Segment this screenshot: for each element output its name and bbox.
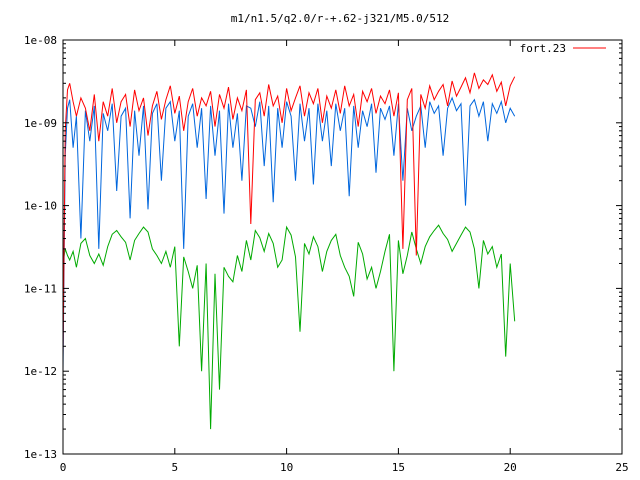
x-tick-label: 25 (615, 461, 628, 474)
y-tick-label: 1e-13 (24, 448, 57, 461)
y-tick-label: 1e-11 (24, 282, 57, 295)
x-tick-label: 10 (280, 461, 293, 474)
x-tick-label: 5 (171, 461, 178, 474)
plot-border (62, 39, 623, 455)
y-tick-label: 1e-12 (24, 365, 57, 378)
legend-label: fort.23 (520, 42, 566, 55)
series-line-3 (62, 224, 516, 430)
y-tick-label: 1e-10 (24, 200, 57, 213)
axes-layer: 0 5 10 15 20 25 1e-13 1e-12 1e-11 1e-10 1e-09 1e-08 (24, 34, 629, 474)
y-tick-label: 1e-09 (24, 117, 57, 130)
x-tick-label: 15 (392, 461, 405, 474)
chart-title: m1/n1.5/q2.0/r-+.62-j321/M5.0/512 (231, 12, 450, 25)
y-tick-label: 1e-08 (24, 34, 57, 47)
x-tick-label: 0 (60, 461, 67, 474)
series-layer (62, 72, 516, 430)
legend: fort.23 (520, 42, 606, 55)
series-line-2 (62, 96, 516, 372)
x-tick-label: 20 (504, 461, 517, 474)
series-line-1 (62, 72, 516, 357)
